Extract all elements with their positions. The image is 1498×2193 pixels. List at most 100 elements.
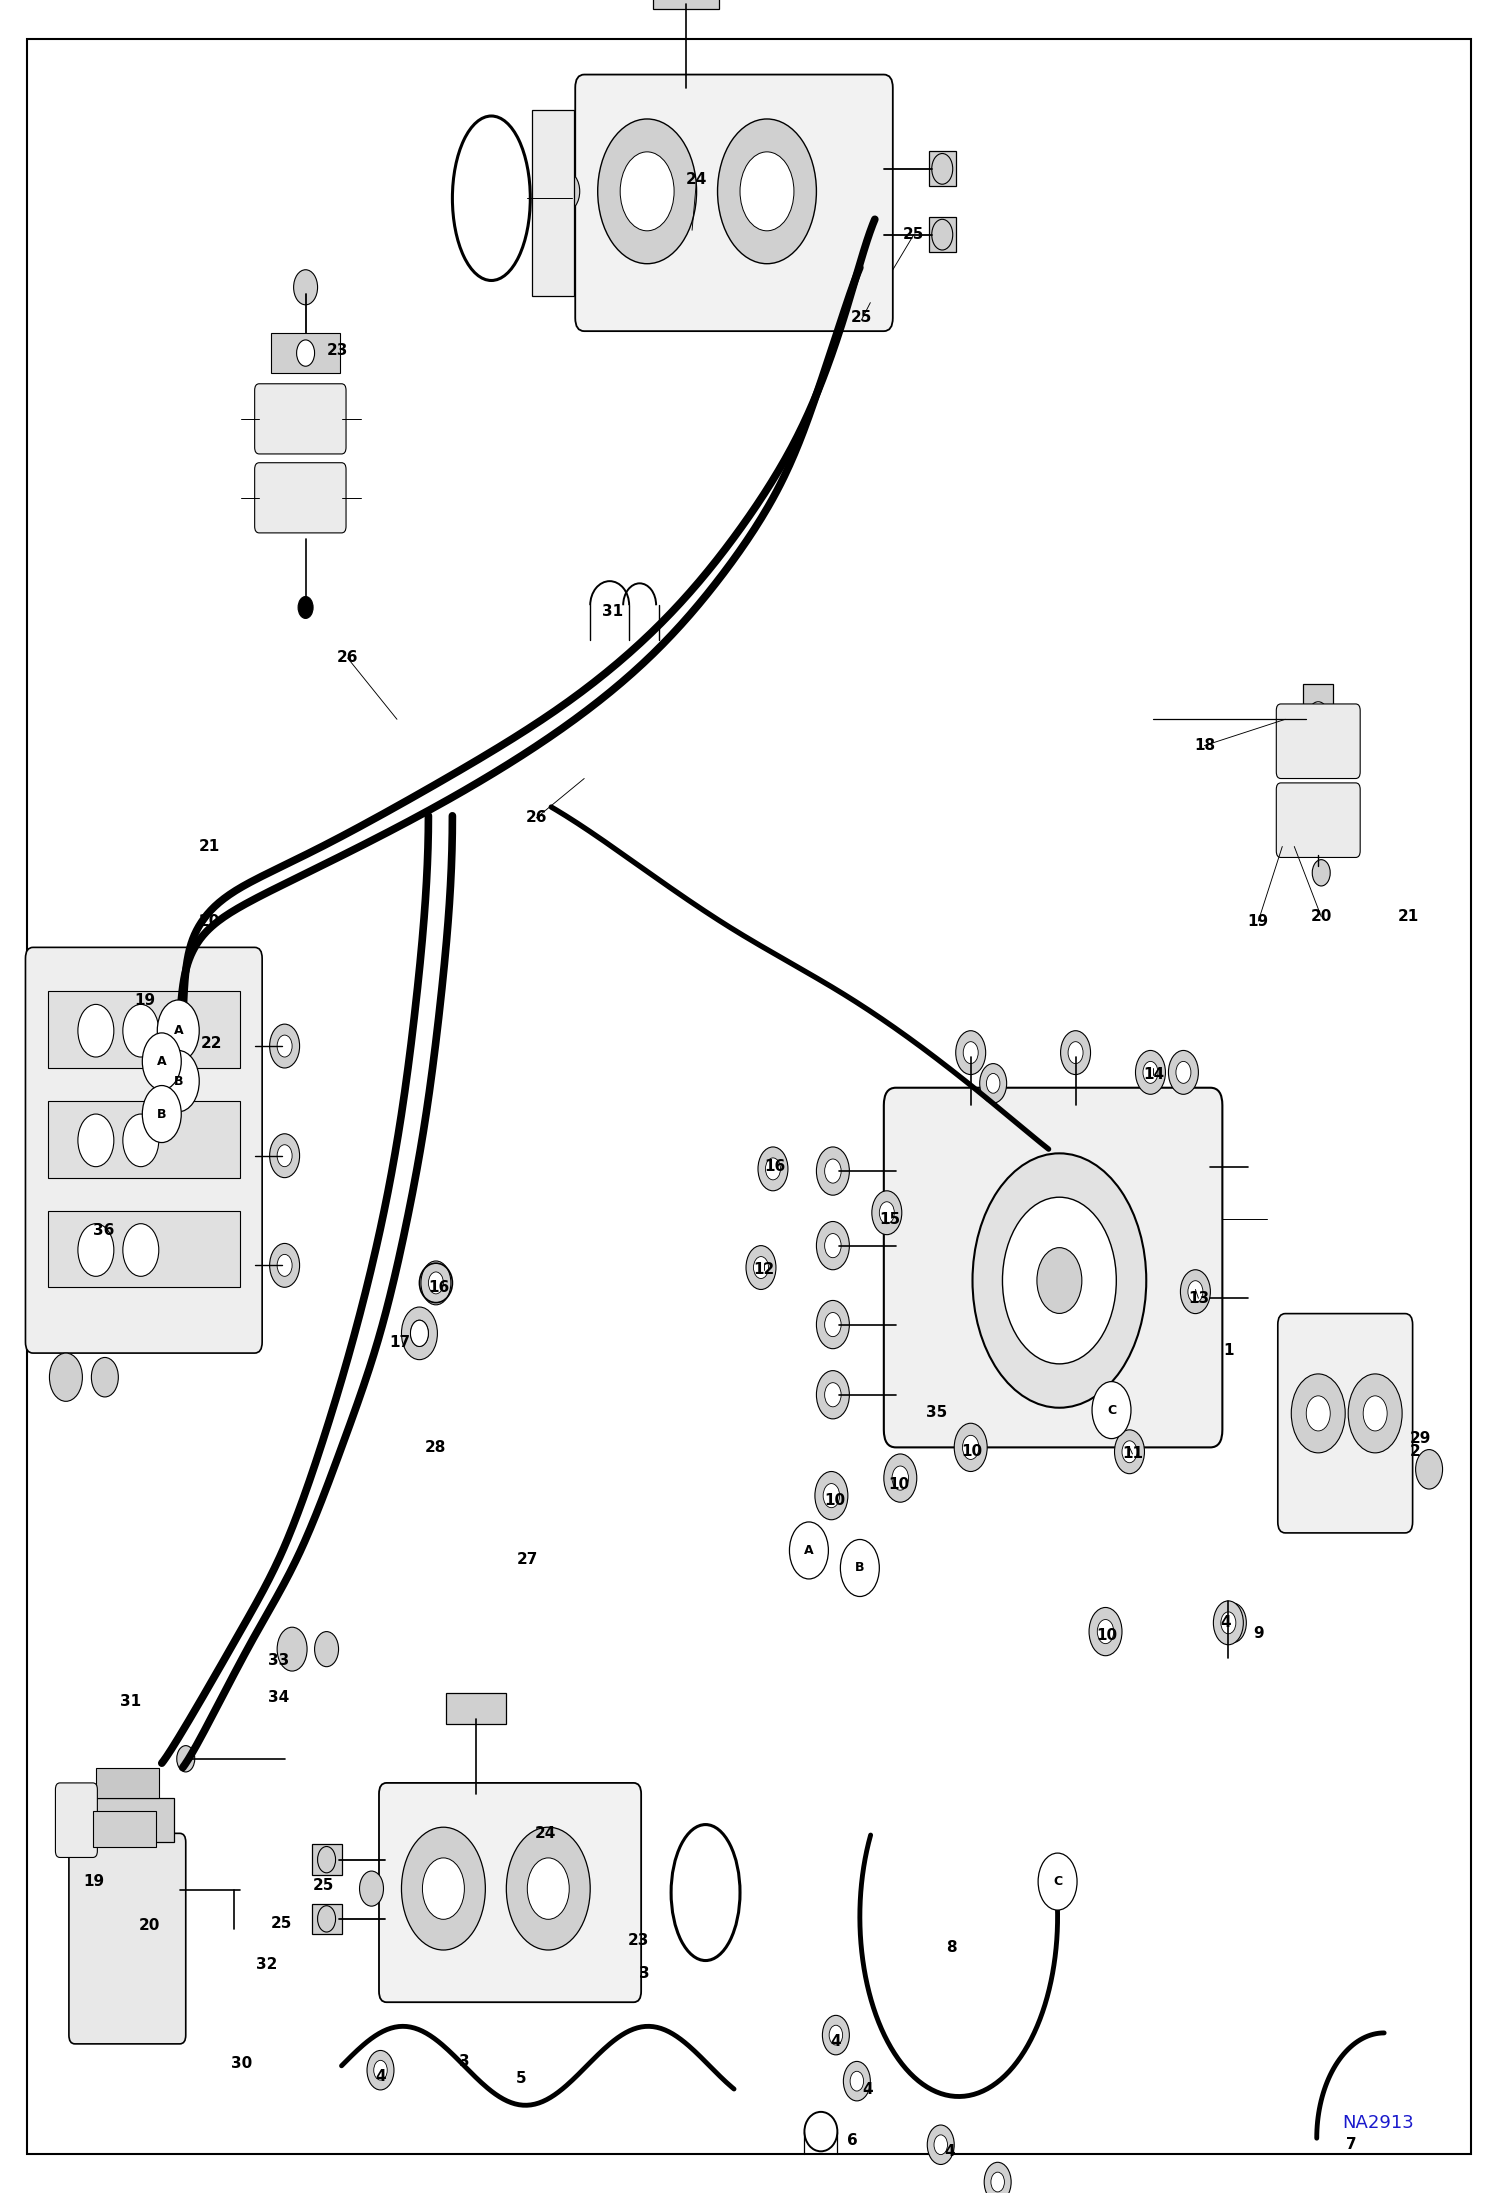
FancyBboxPatch shape [884,1088,1222,1447]
Circle shape [142,1033,181,1090]
Circle shape [78,1224,114,1276]
Circle shape [824,1158,842,1184]
Circle shape [123,1114,159,1167]
Text: 20: 20 [199,914,220,928]
Bar [271,333,340,373]
Circle shape [1002,1197,1116,1364]
Circle shape [758,1147,788,1191]
Circle shape [422,1857,464,1919]
Bar [93,1811,156,1847]
Circle shape [1037,1248,1082,1314]
Bar [653,0,719,9]
Circle shape [932,154,953,184]
Circle shape [980,1064,1007,1103]
Bar [48,1101,240,1178]
Circle shape [1306,1397,1330,1432]
Text: NA2913: NA2913 [1342,2114,1414,2132]
Circle shape [972,1154,1146,1408]
Circle shape [318,1847,336,1873]
Text: 19: 19 [135,993,156,1007]
Circle shape [428,1272,443,1294]
Text: 4: 4 [830,2035,842,2048]
Text: 4: 4 [1219,1616,1231,1629]
Text: C: C [1107,1404,1116,1417]
Circle shape [318,1906,336,1932]
Circle shape [963,1042,978,1064]
Circle shape [816,1147,849,1195]
Text: 10: 10 [1097,1629,1118,1643]
Text: 32: 32 [256,1958,277,1972]
Circle shape [984,2162,1011,2193]
Text: 22: 22 [201,1037,222,1050]
Circle shape [1135,1050,1165,1094]
Circle shape [822,2015,849,2055]
Text: 12: 12 [753,1263,774,1276]
Circle shape [270,1243,300,1287]
Text: 34: 34 [268,1691,289,1704]
Circle shape [830,2026,843,2044]
Circle shape [849,2070,863,2092]
Circle shape [891,1465,908,1491]
Circle shape [277,1035,292,1057]
Circle shape [843,2061,870,2101]
Text: 14: 14 [1143,1068,1164,1081]
Text: 26: 26 [526,811,547,825]
Circle shape [1416,1450,1443,1489]
Text: 16: 16 [764,1160,785,1173]
Circle shape [1213,1601,1243,1645]
FancyBboxPatch shape [55,1783,97,1857]
Text: 25: 25 [903,228,924,241]
Text: 21: 21 [199,840,220,853]
Circle shape [935,2136,948,2154]
Circle shape [1221,1612,1236,1634]
Circle shape [277,1254,292,1276]
Bar [81,1798,174,1842]
Circle shape [297,340,315,366]
Circle shape [367,2050,394,2090]
Text: 27: 27 [517,1553,538,1566]
Circle shape [1143,1061,1158,1083]
Text: A: A [804,1544,813,1557]
Circle shape [1312,860,1330,886]
Text: 13: 13 [1188,1292,1209,1305]
Circle shape [1348,1373,1402,1454]
Text: 28: 28 [425,1441,446,1454]
Text: 4: 4 [944,2145,956,2158]
Text: 7: 7 [1345,2138,1357,2151]
Text: B: B [157,1107,166,1121]
Text: 30: 30 [231,2057,252,2070]
Bar [929,151,956,186]
Text: 25: 25 [851,311,872,325]
Circle shape [824,1311,842,1338]
Text: 25: 25 [271,1917,292,1930]
Bar [96,1768,159,1798]
Bar [312,1904,342,1934]
Text: 20: 20 [1311,910,1332,923]
Circle shape [872,1191,902,1235]
Circle shape [553,171,580,211]
Circle shape [506,1827,590,1950]
Text: 31: 31 [602,605,623,618]
Text: 10: 10 [824,1493,845,1507]
Text: 9: 9 [1252,1627,1264,1640]
Circle shape [91,1357,118,1397]
Text: 10: 10 [888,1478,909,1491]
Bar [929,217,956,252]
Circle shape [816,1371,849,1419]
Circle shape [410,1320,428,1347]
Bar [532,110,574,296]
Circle shape [992,2171,1005,2193]
Circle shape [1038,1853,1077,1910]
Bar [312,1844,342,1875]
Circle shape [954,1423,987,1472]
Circle shape [824,1384,842,1408]
Bar [48,1211,240,1287]
Circle shape [927,2125,954,2164]
Circle shape [840,1539,879,1597]
Circle shape [277,1627,307,1671]
Circle shape [1188,1281,1203,1303]
Circle shape [884,1454,917,1502]
Circle shape [1219,1603,1246,1643]
Text: 17: 17 [389,1336,410,1349]
Circle shape [78,1004,114,1057]
